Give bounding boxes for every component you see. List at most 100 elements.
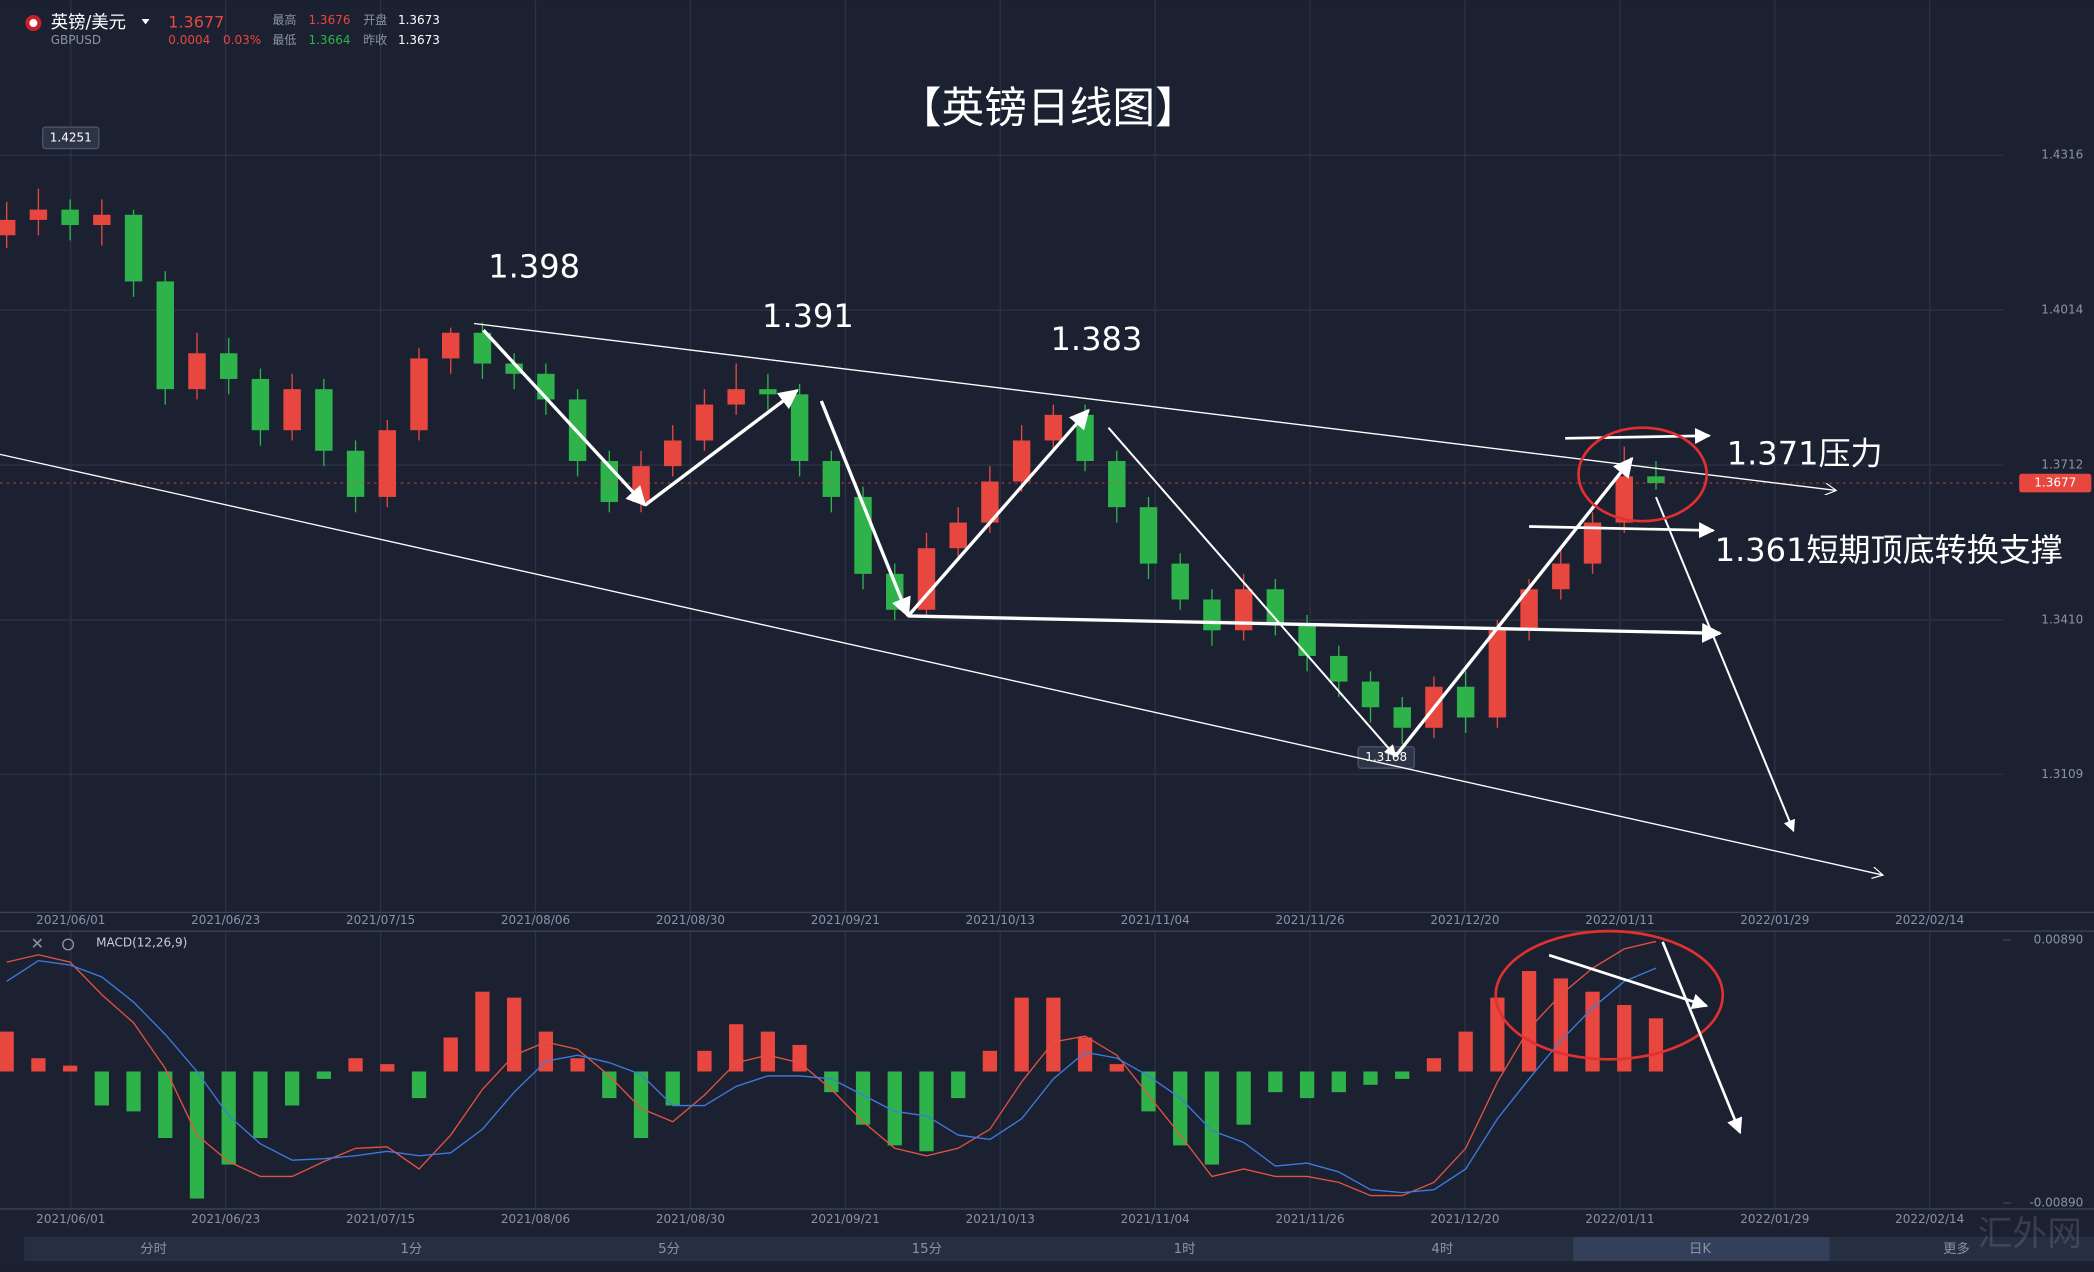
candle-body bbox=[93, 214, 111, 226]
x-tick-label: 2022/02/14 bbox=[1895, 913, 1964, 927]
candle-body bbox=[1647, 476, 1665, 484]
macd-line bbox=[6, 940, 1657, 1197]
toolbar-item[interactable]: 4时 bbox=[1431, 1241, 1453, 1257]
candle-body bbox=[695, 404, 714, 441]
x-tick-label: 2021/12/20 bbox=[1430, 913, 1499, 927]
symbol-code: GBPUSD bbox=[51, 33, 101, 47]
wave-arrow bbox=[1394, 456, 1634, 758]
candle-body bbox=[1234, 589, 1253, 631]
watermark: 汇外网 bbox=[1978, 1215, 2082, 1255]
flag-icon bbox=[29, 19, 38, 28]
candle-body bbox=[283, 389, 301, 431]
annotation: 1.383 bbox=[1051, 320, 1143, 358]
y-tick-label: 1.4014 bbox=[2041, 303, 2083, 317]
macd-bar bbox=[1648, 1018, 1664, 1072]
x-tick-label: 2022/02/14 bbox=[1895, 1212, 1964, 1226]
candle-body bbox=[346, 450, 365, 497]
close-icon[interactable]: ✕ bbox=[31, 934, 44, 953]
candle-body bbox=[1456, 686, 1475, 718]
macd-bar bbox=[602, 1071, 617, 1099]
macd-bar bbox=[1363, 1071, 1378, 1085]
candle-body bbox=[251, 378, 270, 431]
annotation: 1.398 bbox=[488, 248, 580, 286]
macd-bar bbox=[253, 1071, 268, 1138]
x-tick-label: 2021/06/01 bbox=[36, 1212, 105, 1226]
candle-body bbox=[1298, 625, 1316, 656]
x-tick-label: 2022/01/11 bbox=[1585, 913, 1654, 927]
candle-body bbox=[664, 440, 682, 467]
toolbar-item[interactable]: 15分 bbox=[912, 1241, 942, 1257]
y-tick-label: 1.3712 bbox=[2041, 458, 2083, 472]
macd-bar bbox=[1458, 1031, 1473, 1072]
toolbar-item[interactable]: 更多 bbox=[1943, 1240, 1970, 1257]
settings-icon[interactable] bbox=[62, 938, 75, 951]
toolbar-active bbox=[1573, 1236, 1830, 1261]
macd-bar bbox=[538, 1031, 554, 1072]
macd-bar bbox=[1204, 1071, 1220, 1165]
support-arrow bbox=[908, 614, 1723, 643]
toolbar-item[interactable]: 分时 bbox=[140, 1241, 167, 1257]
extreme-label: 1.4251 bbox=[50, 130, 92, 144]
candle-body bbox=[1266, 589, 1285, 626]
candle-body bbox=[1044, 414, 1063, 441]
macd-bar bbox=[475, 991, 490, 1072]
x-tick-label: 2021/07/15 bbox=[346, 1212, 415, 1226]
toolbar-item[interactable]: 1时 bbox=[1174, 1241, 1196, 1257]
x-tick-label: 2021/10/13 bbox=[966, 1212, 1035, 1226]
macd-bar bbox=[1268, 1071, 1283, 1093]
candle-body bbox=[61, 209, 79, 226]
candle-body bbox=[1108, 460, 1126, 508]
macd-bar bbox=[729, 1024, 744, 1072]
x-tick-label: 2022/01/29 bbox=[1740, 1212, 1809, 1226]
x-tick-label: 2021/06/01 bbox=[36, 913, 105, 927]
macd-bar bbox=[1299, 1071, 1315, 1099]
x-tick-label: 2021/11/26 bbox=[1275, 1212, 1344, 1226]
macd-bar bbox=[1553, 978, 1568, 1072]
dropdown-icon[interactable] bbox=[141, 19, 150, 25]
annotation: 1.391 bbox=[762, 297, 854, 335]
toolbar-item[interactable]: 1分 bbox=[400, 1241, 422, 1257]
stat-value: 1.3676 bbox=[308, 13, 350, 27]
stat-value: 1.3673 bbox=[398, 13, 440, 27]
toolbar-item[interactable]: 日K bbox=[1689, 1242, 1712, 1257]
macd-bar bbox=[887, 1071, 902, 1146]
macd-line bbox=[6, 959, 1657, 1194]
x-tick-label: 2021/06/23 bbox=[191, 913, 260, 927]
stat-label: 开盘 bbox=[363, 12, 387, 27]
candle-body bbox=[0, 219, 16, 236]
candle-body bbox=[981, 481, 999, 523]
last-price-label: 1.3677 bbox=[2034, 476, 2076, 490]
candle-body bbox=[1520, 589, 1538, 631]
annotation: 1.361短期顶底转换支撑 bbox=[1715, 531, 2063, 569]
symbol[interactable]: 英镑/美元 bbox=[51, 13, 126, 33]
macd-bar bbox=[316, 1071, 331, 1079]
macd-bar bbox=[1046, 997, 1061, 1072]
candle-body bbox=[759, 389, 777, 395]
last-price-tag bbox=[2019, 473, 2092, 493]
chart-title: 【英镑日线图】 bbox=[899, 84, 1198, 134]
candle-body bbox=[1012, 440, 1031, 482]
forecast-arrow bbox=[1655, 496, 1795, 833]
macd-bar bbox=[1236, 1071, 1251, 1125]
wave-arrow bbox=[644, 388, 799, 507]
macd-bar bbox=[1014, 997, 1029, 1072]
toolbar-item[interactable]: 5分 bbox=[658, 1241, 680, 1257]
candle-body bbox=[124, 214, 143, 282]
macd-bar bbox=[1173, 1071, 1188, 1146]
macd-bar bbox=[0, 1031, 14, 1072]
candle-body bbox=[156, 281, 174, 390]
x-tick-label: 2021/07/15 bbox=[346, 913, 415, 927]
macd-bar bbox=[697, 1050, 712, 1072]
macd-bar bbox=[380, 1064, 395, 1072]
wave-arrow bbox=[906, 408, 1090, 618]
candle-body bbox=[1139, 507, 1158, 564]
y-tick-label: 1.4316 bbox=[2041, 148, 2083, 162]
x-tick-label: 2021/08/30 bbox=[656, 913, 725, 927]
price: 1.3677 bbox=[168, 13, 224, 32]
macd-bar bbox=[94, 1071, 109, 1106]
x-tick-label: 2021/09/21 bbox=[811, 913, 880, 927]
macd-bar bbox=[1141, 1071, 1156, 1112]
